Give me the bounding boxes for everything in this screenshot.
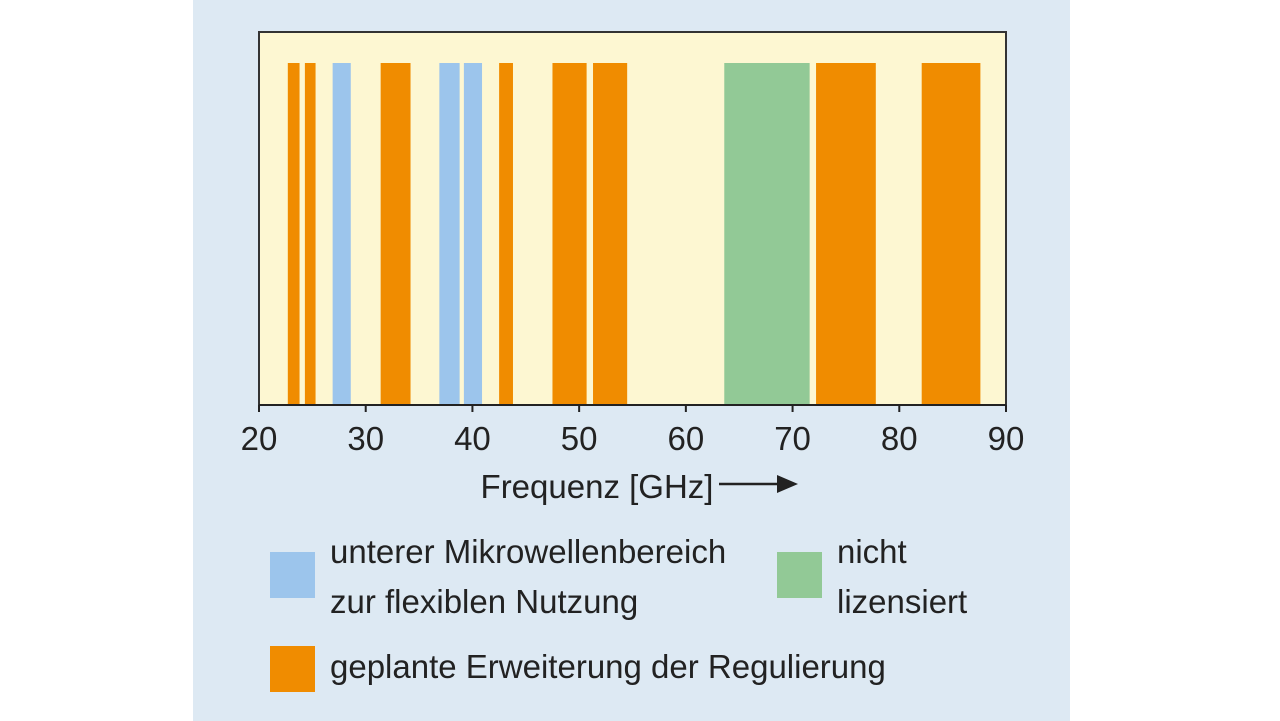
x-tick-label-80: 80: [881, 420, 918, 457]
band-blue-2: [332, 63, 351, 405]
band-orange-11: [921, 63, 981, 405]
x-axis-label: Frequenz [GHz]: [481, 468, 714, 505]
x-tick-label-70: 70: [774, 420, 811, 457]
legend-label-blue-0: unterer Mikrowellenbereich: [330, 533, 726, 570]
band-orange-0: [287, 63, 300, 405]
legend-label-green-1: lizensiert: [837, 583, 967, 620]
bands-layer: [287, 63, 981, 405]
legend-label-green-0: nicht: [837, 533, 907, 570]
x-tick-label-40: 40: [454, 420, 491, 457]
legend-swatch-orange: [270, 646, 315, 692]
x-tick-label-50: 50: [561, 420, 598, 457]
legend-swatch-blue: [270, 552, 315, 598]
chart-panel: 20 30 40 50 60 70 80 90 Frequenz [GHz] unterer …: [193, 0, 1070, 721]
legend-swatch-green: [777, 552, 822, 598]
band-orange-8: [593, 63, 628, 405]
band-blue-4: [439, 63, 460, 405]
frequency-band-chart: 20 30 40 50 60 70 80 90 Frequenz [GHz] unterer …: [241, 31, 1025, 692]
band-orange-7: [552, 63, 587, 405]
x-tick-label-60: 60: [667, 420, 704, 457]
band-orange-1: [304, 63, 316, 405]
x-axis-arrow: [719, 475, 798, 493]
band-orange-3: [380, 63, 411, 405]
x-tick-label-90: 90: [988, 420, 1025, 457]
x-tick-label-30: 30: [347, 420, 384, 457]
legend-label-blue-1: zur flexiblen Nutzung: [330, 583, 638, 620]
band-green-9: [724, 63, 810, 405]
legend-label-orange-0: geplante Erweiterung der Regulierung: [330, 648, 886, 685]
band-orange-10: [816, 63, 876, 405]
band-blue-5: [463, 63, 483, 405]
x-tick-label-20: 20: [241, 420, 278, 457]
legend: unterer Mikrowellenbereich zur flexiblen …: [270, 533, 967, 692]
band-orange-6: [499, 63, 513, 405]
x-ticks: 20 30 40 50 60 70 80 90: [241, 405, 1025, 457]
plot-area: [258, 31, 1007, 406]
